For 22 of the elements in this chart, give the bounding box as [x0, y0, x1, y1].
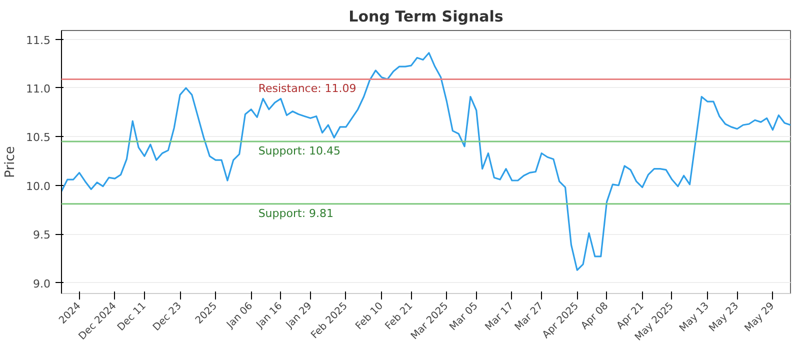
y-tick-label: 9.5	[33, 228, 51, 242]
x-tick-label: Jan 06	[224, 300, 256, 332]
x-tick-label: Apr 08	[579, 300, 611, 332]
ref-line-label: Resistance: 11.09	[258, 82, 356, 96]
x-tick-label: Mar 05	[448, 300, 480, 333]
ref-line-label: Support: 9.81	[258, 206, 334, 220]
y-tick-label: 9.0	[33, 277, 51, 290]
x-tick-label: Mar 17	[483, 300, 516, 333]
x-tick-label: Dec 23	[151, 300, 184, 334]
line-series	[62, 52, 790, 271]
y-tick-label: 11.0	[26, 82, 51, 96]
y-tick-label: 10.0	[26, 180, 51, 193]
x-tick-label: Jan 16	[254, 300, 285, 332]
y-axis-title: Price	[3, 146, 18, 178]
y-tick-label: 10.5	[26, 131, 51, 144]
x-tick-label: Dec 11	[116, 300, 148, 334]
x-tick-label: Feb 21	[384, 300, 416, 332]
x-tick-label: Feb 10	[354, 300, 386, 332]
y-tick-label: 11.5	[26, 34, 51, 47]
chart-title: Long Term Signals	[348, 8, 504, 26]
ref-line-label: Support: 10.45	[258, 144, 341, 158]
x-tick-label: Jan 29	[284, 300, 314, 332]
